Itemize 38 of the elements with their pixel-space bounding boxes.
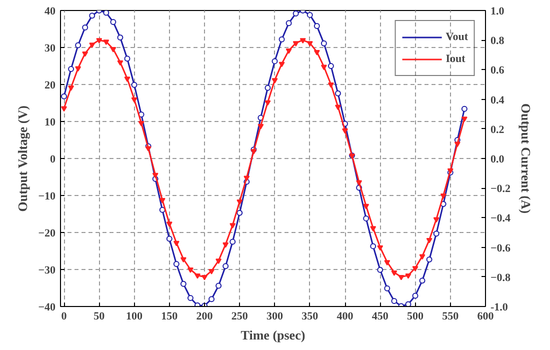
x-tick-label: 600: [477, 310, 494, 322]
x-tick-label: 150: [161, 310, 178, 322]
legend-label: Vout: [446, 31, 468, 43]
y-axis-title: Output Voltage (V): [15, 106, 30, 212]
x-tick-label: 550: [442, 310, 460, 322]
x-axis-title: Time (psec): [240, 328, 306, 342]
y2-tick-label: −0.2: [490, 183, 512, 196]
y2-tick-label: 0.4: [490, 94, 505, 106]
y2-tick-label: −0.6: [490, 242, 512, 254]
y-tick-label: −10: [38, 190, 56, 202]
y2-tick-label: −0.4: [490, 212, 512, 225]
y-tick-label: 10: [44, 116, 56, 128]
y2-tick-label: −0.8: [490, 272, 512, 284]
y2-tick-label: 0.8: [490, 35, 505, 48]
x-tick-label: 0: [61, 310, 68, 322]
y-tick-label: 30: [44, 42, 56, 54]
y2-tick-label: 0.0: [490, 154, 505, 166]
y-tick-label: 0: [50, 154, 56, 166]
y2-tick-label: 1.0: [490, 6, 505, 18]
x-tick-label: 500: [407, 310, 424, 322]
x-tick-label: 50: [94, 310, 106, 322]
x-tick-label: 350: [302, 310, 319, 322]
y2-axis-title: Output Current (A): [518, 103, 534, 214]
y-tick-label: 40: [44, 6, 56, 18]
y2-tick-label: 0.2: [490, 124, 505, 136]
y-tick-label: −20: [38, 228, 56, 240]
legend-label: Iout: [446, 53, 466, 65]
y2-tick-label: 0.6: [490, 64, 505, 77]
x-tick-label: 250: [231, 310, 248, 322]
x-tick-label: 300: [266, 310, 284, 322]
y-tick-label: −30: [38, 264, 56, 276]
x-tick-label: 100: [126, 310, 144, 322]
x-tick-label: 450: [372, 310, 389, 322]
y2-tick-label: -1.0: [490, 302, 508, 314]
y-tick-label: 20: [44, 80, 56, 92]
x-tick-label: 200: [196, 310, 214, 322]
x-tick-label: 400: [336, 310, 354, 322]
y-tick-label: −40: [38, 302, 56, 314]
